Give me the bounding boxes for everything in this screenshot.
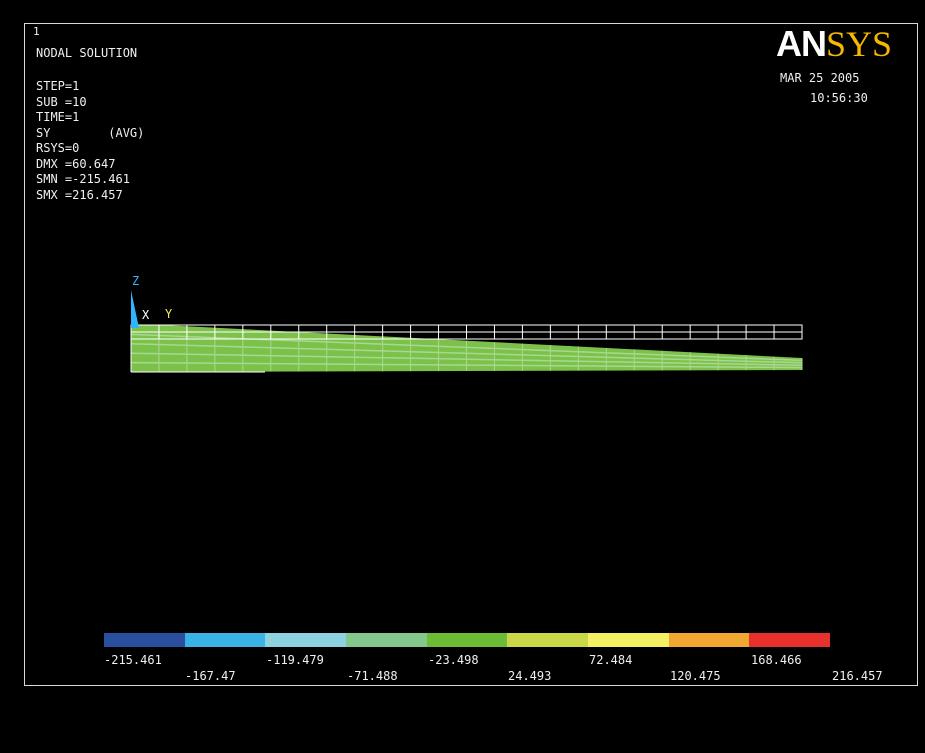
legend-swatch-7: [588, 633, 669, 647]
info-sub: SUB =10: [36, 94, 87, 109]
legend-label-5: -23.498: [428, 653, 479, 667]
legend-swatch-8: [668, 633, 750, 647]
legend-label-4: -71.488: [347, 669, 398, 683]
nodal-solution-title: NODAL SOLUTION: [36, 46, 138, 60]
time-stamp: 10:56:30: [810, 91, 868, 105]
info-smn: SMN =-215.461: [36, 172, 130, 186]
legend-label-3: -119.479: [266, 653, 324, 667]
legend-label-2: -167.47: [185, 669, 236, 683]
legend-swatch-3: [265, 633, 347, 647]
undeformed-mesh-outline: [130, 324, 803, 373]
triad-y-label: Y: [165, 307, 173, 321]
legend-swatch-5: [426, 633, 508, 647]
ansys-logo: ANSYS: [776, 23, 912, 64]
info-time: TIME=1: [36, 110, 80, 124]
info-rsys: RSYS=0: [36, 141, 80, 155]
solution-info-block: STEP=1 SUB =10 TIME=1 SY (AVG) RSYS=0 DM…: [36, 79, 144, 203]
logo-sys-text: SYS: [826, 24, 893, 64]
z-axis-arrow-icon: [131, 290, 139, 328]
legend-swatch-6: [507, 633, 589, 647]
legend-label-6: 24.493: [508, 669, 552, 683]
info-sy: SY (AVG): [36, 125, 145, 140]
info-step: STEP=1: [36, 79, 80, 93]
legend-swatch-4: [346, 633, 427, 647]
info-smx: SMX =216.457: [36, 187, 123, 202]
contour-legend-bar: [104, 633, 831, 647]
legend-label-1: -215.461: [104, 653, 162, 667]
logo-an-text: AN: [776, 23, 827, 64]
legend-label-7: 72.484: [589, 653, 633, 667]
triad-x-label: X: [142, 308, 150, 322]
legend-swatch-9: [749, 633, 831, 647]
date-stamp: MAR 25 2005: [780, 71, 860, 85]
legend-swatch-2: [184, 633, 266, 647]
info-dmx: DMX =60.647: [36, 156, 116, 171]
window-number: 1: [33, 25, 40, 38]
legend-swatch-1: [104, 633, 185, 647]
legend-label-10: 216.457: [832, 669, 883, 683]
graphics-viewport-frame: [24, 23, 918, 686]
triad-z-label: Z: [132, 274, 140, 288]
legend-label-9: 168.466: [751, 653, 802, 667]
legend-label-8: 120.475: [670, 669, 721, 683]
